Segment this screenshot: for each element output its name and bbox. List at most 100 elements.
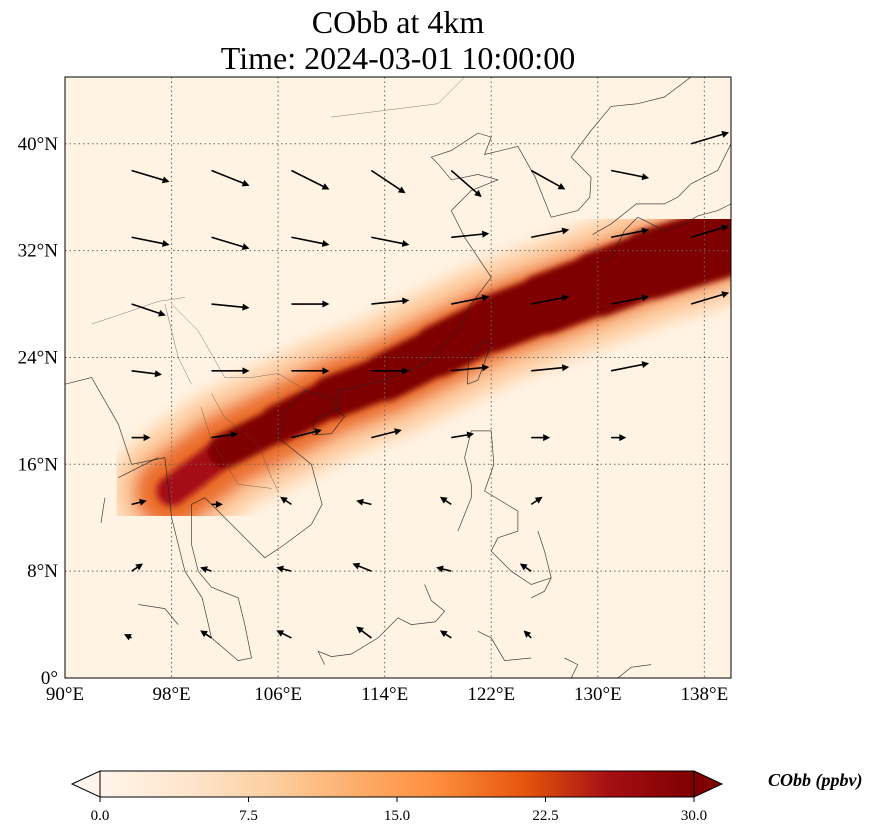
- wind-arrow-head: [402, 367, 410, 375]
- wind-arrow: [611, 434, 627, 442]
- wind-arrow: [451, 230, 490, 239]
- wind-arrow-head: [241, 179, 250, 187]
- colorbar-label: CObb (ppbv): [768, 770, 863, 790]
- wind-arrow-head: [139, 498, 147, 506]
- wind-arrow: [291, 169, 330, 190]
- x-tick-label: 114°E: [361, 684, 408, 705]
- wind-arrow: [530, 169, 566, 190]
- wind-arrow: [531, 294, 570, 305]
- wind-arrow-head: [242, 367, 250, 375]
- country-border: [331, 77, 465, 118]
- x-tick-label: 130°E: [574, 684, 622, 705]
- wind-arrow-shaft: [291, 169, 327, 189]
- coastline: [317, 584, 446, 665]
- wind-arrow-head: [439, 630, 448, 638]
- wind-arrow-head: [543, 434, 551, 442]
- wind-arrow-head: [401, 240, 410, 247]
- wind-arrow: [439, 630, 452, 639]
- wind-arrow-head: [241, 243, 250, 251]
- wind-arrow-head: [641, 227, 650, 235]
- colorbar-tick-label: 15.0: [384, 808, 410, 824]
- wind-arrow-head: [481, 364, 490, 372]
- y-tick-label: 8°N: [27, 561, 58, 582]
- wind-arrow-head: [143, 434, 151, 442]
- wind-arrow-head: [158, 309, 166, 317]
- plume-core: [156, 208, 731, 507]
- wind-arrow-head: [161, 176, 170, 184]
- wind-arrow: [131, 236, 170, 247]
- wind-arrow-head: [721, 224, 730, 232]
- wind-arrow: [371, 236, 410, 247]
- wind-arrow: [291, 300, 330, 308]
- wind-arrow: [371, 367, 410, 375]
- colorbar-ticks: 0.0 7.5 15.0 22.5 30.0: [91, 797, 707, 824]
- wind-arrow: [690, 291, 730, 305]
- wind-arrow: [523, 630, 532, 639]
- wind-arrow-head: [561, 227, 570, 235]
- colorbar-tick-label: 7.5: [239, 808, 258, 824]
- y-tick-label: 16°N: [18, 454, 59, 475]
- wind-arrow-head: [557, 183, 566, 190]
- wind-arrow-head: [561, 294, 570, 302]
- wind-arrow: [211, 236, 250, 251]
- y-tick-label: 32°N: [18, 241, 59, 262]
- wind-arrow: [131, 563, 143, 572]
- wind-arrow-shaft: [531, 366, 566, 372]
- wind-arrow: [610, 294, 650, 305]
- wind-arrow: [370, 169, 406, 194]
- wind-arrow-head: [474, 189, 482, 198]
- wind-arrow-head: [436, 565, 444, 573]
- wind-arrow-shaft: [531, 296, 566, 305]
- colorbar: 0.0 7.5 15.0 22.5 30.0: [70, 770, 724, 824]
- wind-arrow: [131, 169, 170, 184]
- coastline: [312, 409, 346, 436]
- wind-arrow: [131, 303, 166, 317]
- wind-arrow: [211, 500, 223, 508]
- wind-arrow-shaft: [530, 169, 563, 189]
- wind-arrow-shaft: [450, 169, 480, 195]
- coastline: [100, 497, 106, 524]
- wind-arrow-head: [519, 563, 528, 571]
- colorbar-gradient: [99, 770, 695, 798]
- coastline: [564, 657, 579, 678]
- wind-arrow-head: [162, 240, 170, 247]
- wind-arrow: [291, 367, 330, 375]
- wind-arrow-head: [124, 634, 132, 641]
- wind-arrow-head: [721, 131, 730, 138]
- x-tick-label: 98°E: [152, 684, 190, 705]
- wind-arrow-head: [321, 183, 330, 190]
- wind-arrow: [610, 227, 650, 239]
- wind-arrow-head: [641, 361, 650, 369]
- wind-arrow-head: [154, 370, 162, 378]
- wind-arrow-shaft: [451, 233, 486, 239]
- wind-arrow-head: [356, 626, 364, 634]
- wind-arrow-head: [561, 364, 570, 372]
- wind-arrow: [371, 297, 410, 305]
- wind-arrow-shaft: [131, 236, 166, 245]
- coastline: [118, 457, 159, 479]
- x-tick-label: 122°E: [467, 684, 515, 705]
- coastline: [65, 77, 692, 661]
- wind-arrow: [211, 431, 239, 439]
- wind-arrow-head: [215, 500, 223, 508]
- wind-arrow: [356, 626, 372, 639]
- wind-arrow-head: [641, 173, 650, 181]
- coastline: [617, 664, 652, 678]
- wind-arrow: [531, 364, 570, 372]
- wind-arrow-shaft: [451, 366, 486, 372]
- wind-arrow: [211, 367, 250, 375]
- wind-arrow: [610, 169, 650, 181]
- colorbar-max-extend: [693, 770, 724, 798]
- wind-arrow: [280, 496, 292, 506]
- coastline: [592, 143, 731, 235]
- wind-arrow-shaft: [610, 229, 646, 239]
- wind-arrow: [211, 169, 250, 187]
- chart-title-line1: CObb at 4km: [311, 4, 485, 40]
- wind-arrow-shaft: [371, 299, 406, 305]
- wind-arrow: [436, 565, 452, 573]
- wind-arrow: [131, 498, 147, 506]
- wind-arrow-head: [721, 291, 730, 299]
- map-figure: 90°E 98°E 106°E 114°E 122°E 130°E 138°E 0° 8°N 16…: [18, 76, 732, 705]
- wind-arrow-shaft: [690, 293, 726, 305]
- wind-arrow: [530, 496, 543, 506]
